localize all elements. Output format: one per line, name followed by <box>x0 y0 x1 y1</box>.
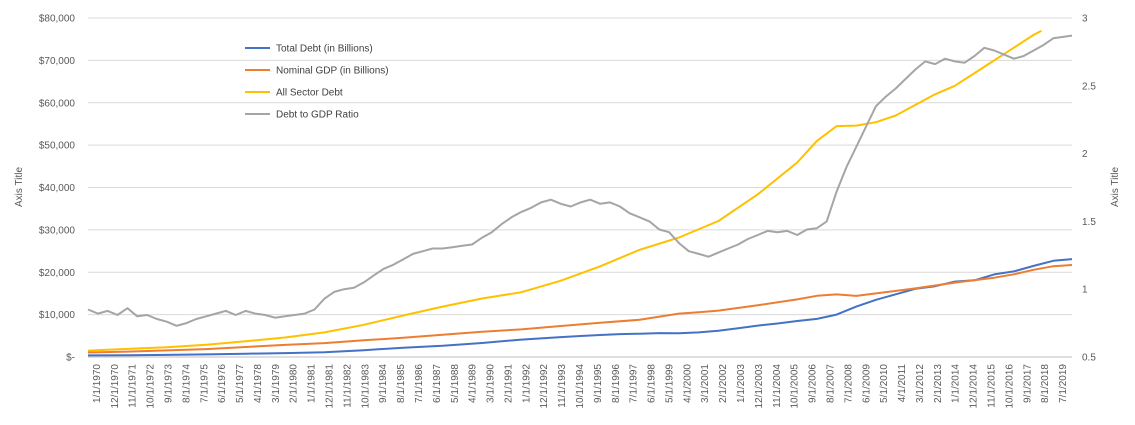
y-right-tick-label: 2.5 <box>1082 81 1096 92</box>
x-tick-label: 8/1/2018 <box>1040 364 1051 403</box>
x-tick-label: 11/1/1971 <box>128 364 139 408</box>
y-left-tick-label: $30,000 <box>39 225 76 236</box>
x-tick-label: 12/1/1970 <box>110 364 121 409</box>
x-tick-label: 9/1/1973 <box>164 364 175 403</box>
x-tick-label: 4/1/1989 <box>468 364 479 403</box>
y-left-tick-label: $80,000 <box>39 14 76 25</box>
x-tick-label: 5/1/2010 <box>879 364 890 403</box>
x-tick-label: 9/1/2017 <box>1022 364 1033 403</box>
legend-label: Nominal GDP (in Billions) <box>276 66 389 77</box>
x-tick-label: 9/1/1984 <box>378 364 389 403</box>
legend: Total Debt (in Billions) Nominal GDP (in … <box>245 44 389 121</box>
series-layer <box>87 29 1073 357</box>
x-tick-label: 11/1/1993 <box>557 364 568 408</box>
y-right-tick-label: 1.5 <box>1082 217 1096 228</box>
x-tick-label: 3/1/2012 <box>915 364 926 403</box>
y-axis-left-ticks: $- $10,000 $20,000 $30,000 $40,000 $50,000 $60… <box>39 14 76 364</box>
y-right-tick-label: 2 <box>1082 149 1088 160</box>
x-tick-label: 6/1/2009 <box>861 364 872 403</box>
x-tick-label: 9/1/2006 <box>808 364 819 403</box>
x-tick-label: 5/1/1999 <box>664 364 675 403</box>
x-tick-label: 11/1/2004 <box>772 364 783 408</box>
legend-label: All Sector Debt <box>276 88 343 99</box>
x-tick-label: 1/1/2003 <box>736 364 747 403</box>
y-axis-right-ticks: 0.5 1 1.5 2 2.5 3 <box>1082 14 1096 364</box>
x-axis-ticks: 1/1/1970 12/1/1970 11/1/1971 10/1/1972 9/1/1… <box>92 364 1069 409</box>
x-tick-label: 9/1/1995 <box>593 364 604 403</box>
x-tick-label: 4/1/2000 <box>682 364 693 403</box>
x-tick-label: 1/1/1970 <box>92 364 103 403</box>
x-tick-label: 10/1/1972 <box>146 364 157 409</box>
y-right-tick-label: 3 <box>1082 14 1088 25</box>
y-left-tick-label: $20,000 <box>39 268 76 279</box>
x-tick-label: 8/1/2007 <box>825 364 836 403</box>
x-tick-label: 7/1/2019 <box>1058 364 1069 403</box>
x-tick-label: 2/1/1980 <box>289 364 300 403</box>
x-tick-label: 10/1/1983 <box>360 364 371 409</box>
x-tick-label: 2/1/2002 <box>718 364 729 403</box>
y-left-tick-label: $70,000 <box>39 56 76 67</box>
x-tick-label: 12/1/2003 <box>754 364 765 409</box>
x-tick-label: 7/1/1986 <box>414 364 425 403</box>
x-tick-label: 10/1/2005 <box>790 364 801 409</box>
gridlines <box>88 17 1072 358</box>
x-tick-label: 11/1/2015 <box>986 364 997 408</box>
x-tick-label: 10/1/2016 <box>1004 364 1015 409</box>
legend-label: Total Debt (in Billions) <box>276 44 373 55</box>
x-tick-label: 3/1/1990 <box>486 364 497 403</box>
x-tick-label: 7/1/2008 <box>843 364 854 403</box>
x-tick-label: 1/1/2014 <box>951 364 962 403</box>
x-tick-label: 7/1/1975 <box>199 364 210 403</box>
x-tick-label: 4/1/2011 <box>897 364 908 403</box>
x-tick-label: 2/1/2013 <box>933 364 944 403</box>
series-line <box>87 264 1073 354</box>
x-tick-label: 6/1/1998 <box>647 364 658 403</box>
x-tick-label: 4/1/1978 <box>253 364 264 403</box>
x-tick-label: 11/1/1982 <box>342 364 353 408</box>
y-left-tick-label: $50,000 <box>39 141 76 152</box>
x-tick-label: 5/1/1988 <box>450 364 461 403</box>
legend-label: Debt to GDP Ratio <box>276 110 359 121</box>
y-right-tick-label: 1 <box>1082 285 1088 296</box>
x-tick-label: 3/1/2001 <box>700 364 711 403</box>
x-tick-label: 10/1/1994 <box>575 364 586 409</box>
x-tick-label: 7/1/1997 <box>629 364 640 403</box>
x-tick-label: 12/1/1981 <box>325 364 336 409</box>
x-tick-label: 2/1/1991 <box>503 364 514 403</box>
x-tick-label: 5/1/1977 <box>235 364 246 403</box>
y-left-tick-label: $40,000 <box>39 183 76 194</box>
x-tick-label: 3/1/1979 <box>271 364 282 403</box>
x-tick-label: 8/1/1985 <box>396 364 407 403</box>
x-tick-label: 6/1/1976 <box>217 364 228 403</box>
x-tick-label: 8/1/1996 <box>611 364 622 403</box>
y-left-tick-label: $- <box>66 353 75 364</box>
x-tick-label: 6/1/1987 <box>432 364 443 403</box>
y-axis-right-title: Axis Title <box>1110 167 1121 207</box>
x-tick-label: 12/1/2014 <box>969 364 980 409</box>
y-axis-left-title: Axis Title <box>14 167 25 207</box>
x-tick-label: 1/1/1981 <box>307 364 318 403</box>
series-line <box>87 34 1073 327</box>
y-left-tick-label: $10,000 <box>39 310 76 321</box>
y-right-tick-label: 0.5 <box>1082 353 1096 364</box>
x-tick-label: 8/1/1974 <box>181 364 192 403</box>
series-line <box>87 29 1042 352</box>
x-tick-label: 1/1/1992 <box>521 364 532 403</box>
y-left-tick-label: $60,000 <box>39 98 76 109</box>
x-tick-label: 12/1/1992 <box>539 364 550 409</box>
